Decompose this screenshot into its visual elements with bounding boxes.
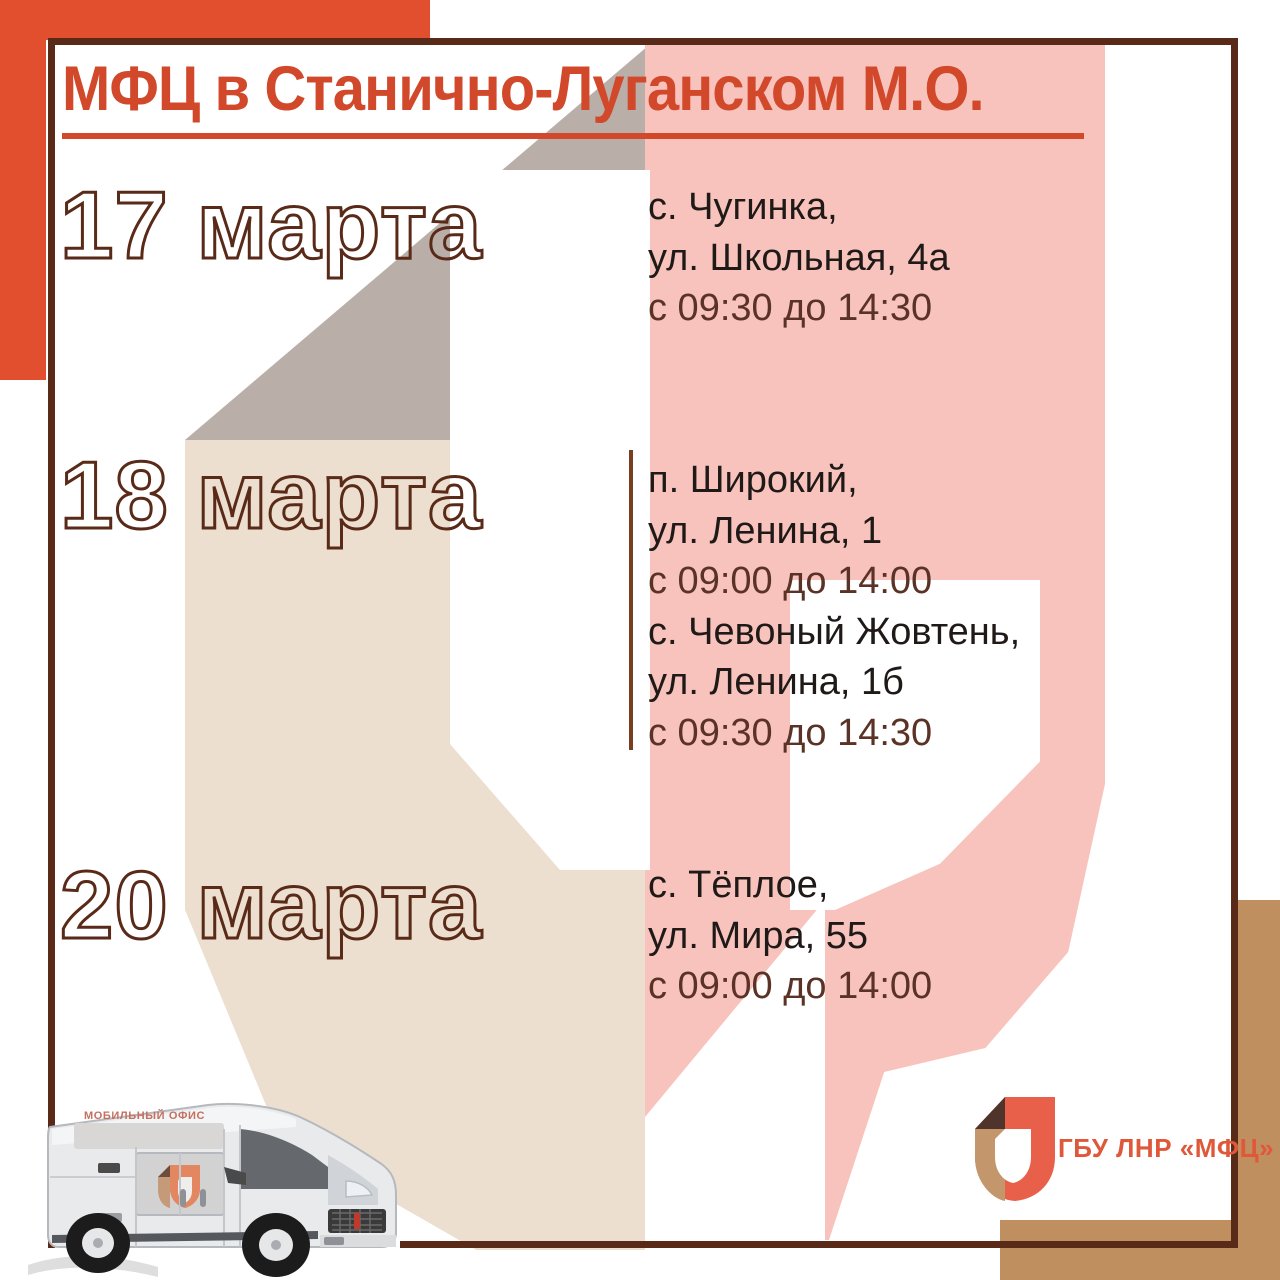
decor-block-tan-right <box>1236 900 1280 1280</box>
address-place: с. Чевоный Жовтень, <box>648 610 1021 653</box>
address-hours: с 09:30 до 14:30 <box>648 287 933 330</box>
address-place: с. Чугинка, <box>648 186 838 228</box>
decor-block-orange-left <box>0 0 46 380</box>
address-hours: с 09:00 до 14:00 <box>648 965 933 1008</box>
frame-border-left <box>48 38 55 1248</box>
address-place: с. Тёплое, <box>648 864 829 906</box>
frame-border-right <box>1231 38 1238 1248</box>
frame-border-top <box>48 38 1238 45</box>
schedule-address-block: с. Тёплое, ул. Мира, 55 с 09:00 до 14:00 <box>648 860 1118 1012</box>
address-street: ул. Ленина, 1 <box>648 509 883 552</box>
schedule-date-heading: 20 марта <box>58 852 483 959</box>
decor-block-orange-top <box>0 0 430 40</box>
address-hours: с 09:00 до 14:00 <box>648 560 933 603</box>
address-street: ул. Мира, 55 <box>648 914 868 957</box>
schedule-address-block: п. Широкий, ул. Ленина, 1 с 09:00 до 14:… <box>648 455 1118 758</box>
address-hours: с 09:30 до 14:30 <box>648 711 933 754</box>
schedule-group-divider <box>629 450 633 750</box>
address-place: п. Широкий, <box>648 459 858 501</box>
page-title: МФЦ в Станично-Луганском М.О. <box>62 54 985 124</box>
frame-border-bottom <box>400 1241 1238 1248</box>
address-street: ул. Школьная, 4а <box>648 236 950 279</box>
van-side-label: МОБИЛЬНЫЙ ОФИС <box>84 1110 206 1122</box>
mobile-office-van-illustration <box>28 1085 428 1280</box>
schedule-date-heading: 18 марта <box>58 442 483 549</box>
title-underline-rule <box>62 133 1084 139</box>
schedule-date-heading: 17 марта <box>58 172 483 279</box>
brand-name: ГБУ ЛНР «МФЦ» <box>1058 1133 1275 1163</box>
decor-block-tan-bottom <box>1000 1220 1280 1280</box>
address-street: ул. Ленина, 1б <box>648 661 904 704</box>
mfc-logo-icon <box>943 1095 1213 1205</box>
schedule-address-block: с. Чугинка, ул. Школьная, 4а с 09:30 до … <box>648 182 1118 334</box>
